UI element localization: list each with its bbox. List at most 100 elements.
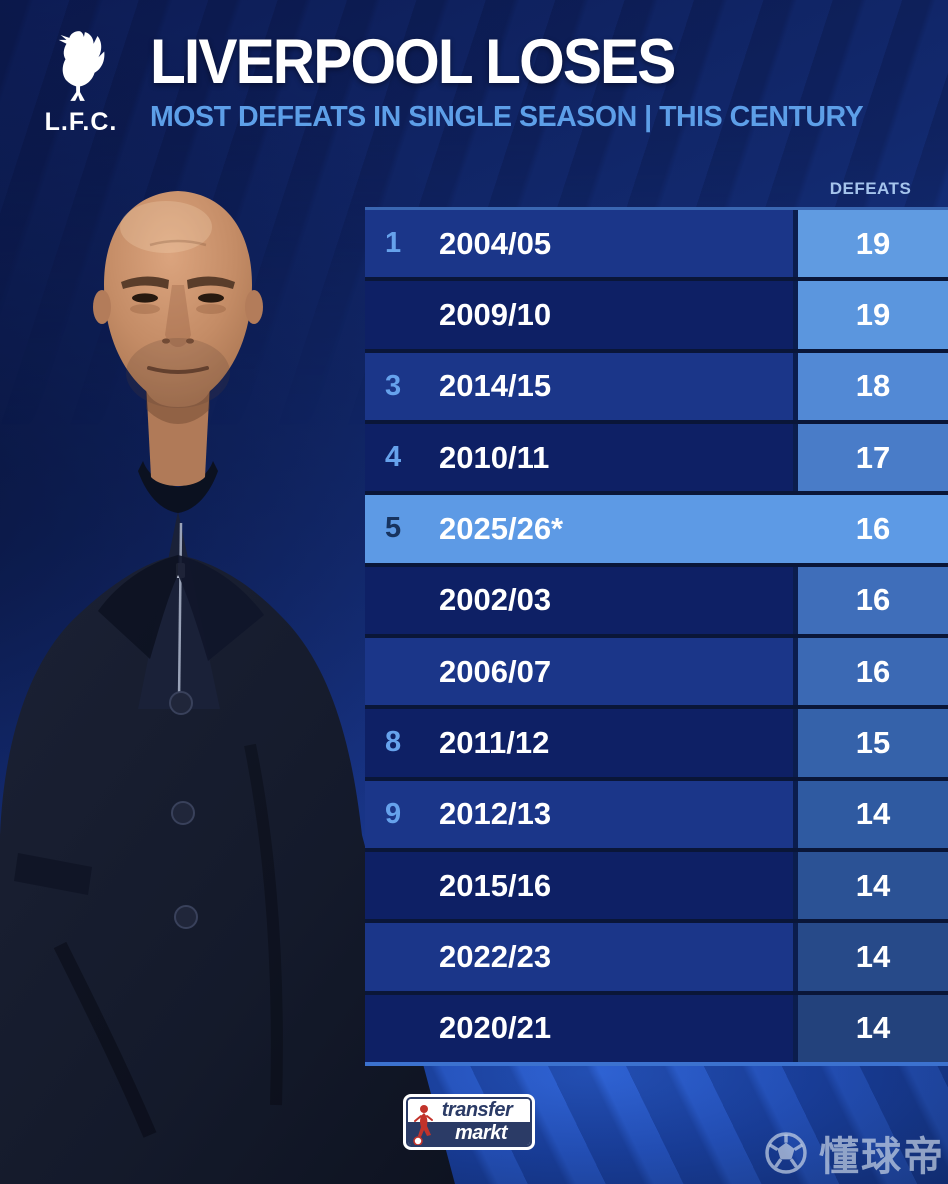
season-cell: 2014/15 <box>439 368 552 404</box>
column-divider <box>793 566 798 634</box>
defeats-cell: 14 <box>798 851 948 920</box>
rank-cell: 3 <box>385 369 402 402</box>
defeats-table: 1 2004/05 19 2009/10 19 3 2014/15 18 4 2… <box>365 207 948 1066</box>
transfermarkt-logo-inner: transfer markt <box>406 1097 532 1147</box>
club-abbr: L.F.C. <box>44 108 118 136</box>
lfc-badge: L.F.C. <box>42 28 120 137</box>
column-divider <box>793 281 798 349</box>
season-cell: 2022/23 <box>439 938 552 974</box>
table-row-highlighted: 5 2025/26* 16 <box>365 491 948 563</box>
rank-cell: 1 <box>385 227 402 260</box>
nose <box>165 285 191 347</box>
tm-line-transfer: transfer <box>408 1099 530 1122</box>
coat-button <box>169 691 193 715</box>
left-ear <box>93 290 111 324</box>
pocket-flap <box>14 853 92 895</box>
table-row: 2022/23 14 <box>365 919 948 991</box>
table-row: 8 2011/12 15 <box>365 705 948 777</box>
neck <box>146 381 210 486</box>
table-row: 2006/07 16 <box>365 633 948 706</box>
mouth <box>147 366 209 374</box>
defeats-column-header: DEFEATS <box>829 179 912 198</box>
defeats-cell: 15 <box>798 709 948 777</box>
rank-cell: 9 <box>385 797 402 830</box>
coat-fold <box>244 743 283 1106</box>
manager-portrait <box>0 191 455 1184</box>
right-eye <box>198 293 224 303</box>
column-divider <box>793 637 798 706</box>
footballer-icon <box>413 1105 433 1145</box>
watermark-text: 懂球帝 <box>819 1135 945 1179</box>
rank-cell: 8 <box>385 726 402 759</box>
season-cell: 2012/13 <box>439 796 552 832</box>
table-row: 4 2010/11 17 <box>365 419 948 492</box>
left-eye <box>132 293 158 303</box>
column-divider <box>793 709 798 777</box>
page-subtitle: MOST DEFEATS IN SINGLE SEASON | THIS CEN… <box>150 101 864 133</box>
coat-fold <box>53 941 157 1138</box>
collar-right <box>178 461 218 513</box>
tm-line-markt: markt <box>408 1122 530 1145</box>
rank-cell: 5 <box>385 512 402 545</box>
column-divider <box>793 994 798 1062</box>
rank-cell: 4 <box>385 441 402 474</box>
defeats-cell: 14 <box>798 923 948 991</box>
eye-shadow <box>130 304 160 314</box>
coat-button <box>174 905 198 929</box>
defeats-cell: 16 <box>798 637 948 706</box>
zipper <box>177 522 183 702</box>
season-cell: 2009/10 <box>439 296 552 332</box>
coat-button <box>171 801 195 825</box>
collar-left <box>138 461 178 513</box>
season-cell: 2025/26* <box>439 510 564 546</box>
table-row: 3 2014/15 18 <box>365 348 948 420</box>
column-divider <box>793 923 798 991</box>
page-title: LIVERPOOL LOSES <box>150 27 676 97</box>
rank-cell <box>365 638 435 705</box>
transfermarkt-logo: transfer markt <box>403 1094 535 1150</box>
season-cell: 2015/16 <box>439 867 552 903</box>
table-row: 1 2004/05 19 <box>365 210 948 278</box>
eye-shadow <box>196 304 226 314</box>
column-divider <box>793 780 798 848</box>
season-cell: 2002/03 <box>439 582 552 618</box>
dongqiudi-watermark: 懂球帝 <box>763 1124 945 1182</box>
right-brow <box>187 276 235 289</box>
column-divider <box>793 352 798 420</box>
liver-bird-icon <box>58 31 105 101</box>
rank-cell <box>365 281 435 348</box>
defeats-cell: 16 <box>798 495 948 563</box>
nostril <box>186 338 194 344</box>
defeats-cell: 14 <box>798 994 948 1062</box>
column-divider <box>793 423 798 492</box>
right-lapel <box>178 555 264 661</box>
forehead-line <box>149 239 207 247</box>
table-row: 2009/10 19 <box>365 277 948 349</box>
defeats-cell: 17 <box>798 423 948 492</box>
head <box>104 191 252 407</box>
defeats-cell: 19 <box>798 281 948 349</box>
left-lapel <box>98 555 178 659</box>
season-cell: 2006/07 <box>439 653 552 689</box>
scalp-highlight <box>120 201 212 253</box>
season-cell: 2004/05 <box>439 225 552 261</box>
table-row: 9 2012/13 14 <box>365 776 948 848</box>
season-cell: 2010/11 <box>439 439 550 475</box>
defeats-cell: 19 <box>798 210 948 278</box>
column-divider <box>793 210 798 278</box>
rank-cell <box>365 567 435 634</box>
defeats-cell: 18 <box>798 352 948 420</box>
table-row: 2020/21 14 <box>365 990 948 1062</box>
defeats-cell: 14 <box>798 780 948 848</box>
column-divider <box>793 495 798 563</box>
column-divider <box>793 851 798 920</box>
defeats-cell: 16 <box>798 566 948 634</box>
table-row: 2015/16 14 <box>365 847 948 920</box>
season-cell: 2011/12 <box>439 724 550 760</box>
rank-cell <box>365 923 435 990</box>
nostril <box>162 338 170 344</box>
season-cell: 2020/21 <box>439 1010 552 1046</box>
right-ear <box>245 290 263 324</box>
rank-cell <box>365 995 435 1062</box>
